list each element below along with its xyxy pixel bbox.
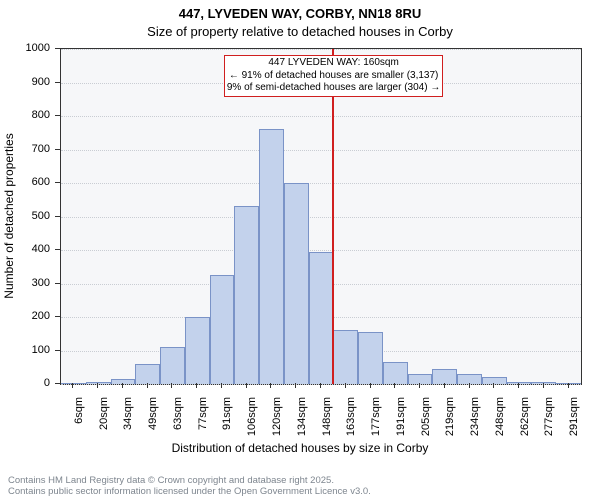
footer: Contains HM Land Registry data © Crown c… [8,476,371,498]
x-tick-label: 77sqm [197,397,209,430]
x-tick-label: 163sqm [345,397,357,436]
y-tick-mark [55,48,60,49]
marker-annotation-line: 9% of semi-detached houses are larger (3… [227,82,440,95]
x-tick-mark [345,383,346,388]
histogram-bar [61,383,86,384]
grid-line [61,150,581,152]
histogram-bar [383,362,408,384]
histogram-bar [556,383,581,384]
histogram-bar [457,374,482,384]
x-tick-label: 234sqm [469,397,481,436]
x-tick-mark [469,383,470,388]
y-tick-mark [55,383,60,384]
y-tick-mark [55,82,60,83]
y-tick-mark [55,350,60,351]
y-tick-label: 300 [0,277,50,289]
x-tick-mark [543,383,544,388]
grid-line [61,49,581,51]
x-tick-mark [171,383,172,388]
grid-line [61,384,581,386]
marker-annotation-line: 447 LYVEDEN WAY: 160sqm [227,57,440,70]
x-tick-mark [97,383,98,388]
histogram-bar [358,332,383,384]
x-tick-mark [444,383,445,388]
y-tick-mark [55,216,60,217]
x-tick-label: 20sqm [98,397,110,430]
y-tick-label: 200 [0,310,50,322]
x-tick-mark [394,383,395,388]
x-tick-label: 177sqm [370,397,382,436]
y-tick-label: 1000 [0,42,50,54]
marker-annotation: 447 LYVEDEN WAY: 160sqm← 91% of detached… [224,55,443,97]
y-tick-mark [55,182,60,183]
x-axis-label: Distribution of detached houses by size … [0,441,600,455]
histogram-bar [160,347,185,384]
marker-line [332,49,334,384]
y-tick-mark [55,316,60,317]
x-tick-mark [419,383,420,388]
histogram-bar [432,369,457,384]
histogram-bar [531,382,556,384]
x-tick-mark [72,383,73,388]
histogram-bar [284,183,309,384]
x-tick-mark [568,383,569,388]
y-tick-label: 400 [0,243,50,255]
x-tick-label: 262sqm [519,397,531,436]
x-tick-mark [493,383,494,388]
x-tick-mark [518,383,519,388]
footer-line2: Contains public sector information licen… [8,487,371,498]
y-tick-label: 500 [0,210,50,222]
histogram-bar [259,129,284,384]
histogram-bar [234,206,259,384]
plot-area: 447 LYVEDEN WAY: 160sqm← 91% of detached… [60,48,582,385]
x-tick-label: 49sqm [147,397,159,430]
x-tick-mark [147,383,148,388]
y-tick-mark [55,249,60,250]
grid-line [61,183,581,185]
x-tick-label: 120sqm [271,397,283,436]
y-tick-label: 600 [0,176,50,188]
y-tick-label: 100 [0,344,50,356]
x-tick-label: 6sqm [73,397,85,424]
x-tick-label: 34sqm [122,397,134,430]
grid-line [61,217,581,219]
x-tick-label: 219sqm [444,397,456,436]
histogram-bar [333,330,358,384]
histogram-bar [309,252,334,384]
y-tick-mark [55,115,60,116]
y-tick-label: 900 [0,76,50,88]
x-tick-mark [122,383,123,388]
histogram-bar [135,364,160,384]
x-tick-label: 91sqm [221,397,233,430]
x-tick-mark [320,383,321,388]
grid-line [61,116,581,118]
x-tick-label: 277sqm [543,397,555,436]
x-tick-mark [370,383,371,388]
y-tick-label: 0 [0,377,50,389]
y-tick-label: 800 [0,109,50,121]
marker-annotation-line: ← 91% of detached houses are smaller (3,… [227,70,440,83]
histogram-bar [210,275,235,384]
x-tick-label: 63sqm [172,397,184,430]
x-tick-mark [196,383,197,388]
chart-title-line1: 447, LYVEDEN WAY, CORBY, NN18 8RU [0,6,600,21]
histogram-bar [185,317,210,384]
x-tick-label: 291sqm [568,397,580,436]
x-tick-label: 106sqm [246,397,258,436]
chart-title-line2: Size of property relative to detached ho… [0,24,600,39]
x-tick-label: 191sqm [395,397,407,436]
x-tick-label: 148sqm [321,397,333,436]
histogram-bar [111,379,136,384]
x-tick-mark [270,383,271,388]
y-tick-mark [55,149,60,150]
y-tick-label: 700 [0,143,50,155]
x-tick-mark [246,383,247,388]
x-tick-mark [295,383,296,388]
x-tick-mark [221,383,222,388]
x-tick-label: 248sqm [494,397,506,436]
y-tick-mark [55,283,60,284]
x-tick-label: 134sqm [296,397,308,436]
x-tick-label: 205sqm [420,397,432,436]
